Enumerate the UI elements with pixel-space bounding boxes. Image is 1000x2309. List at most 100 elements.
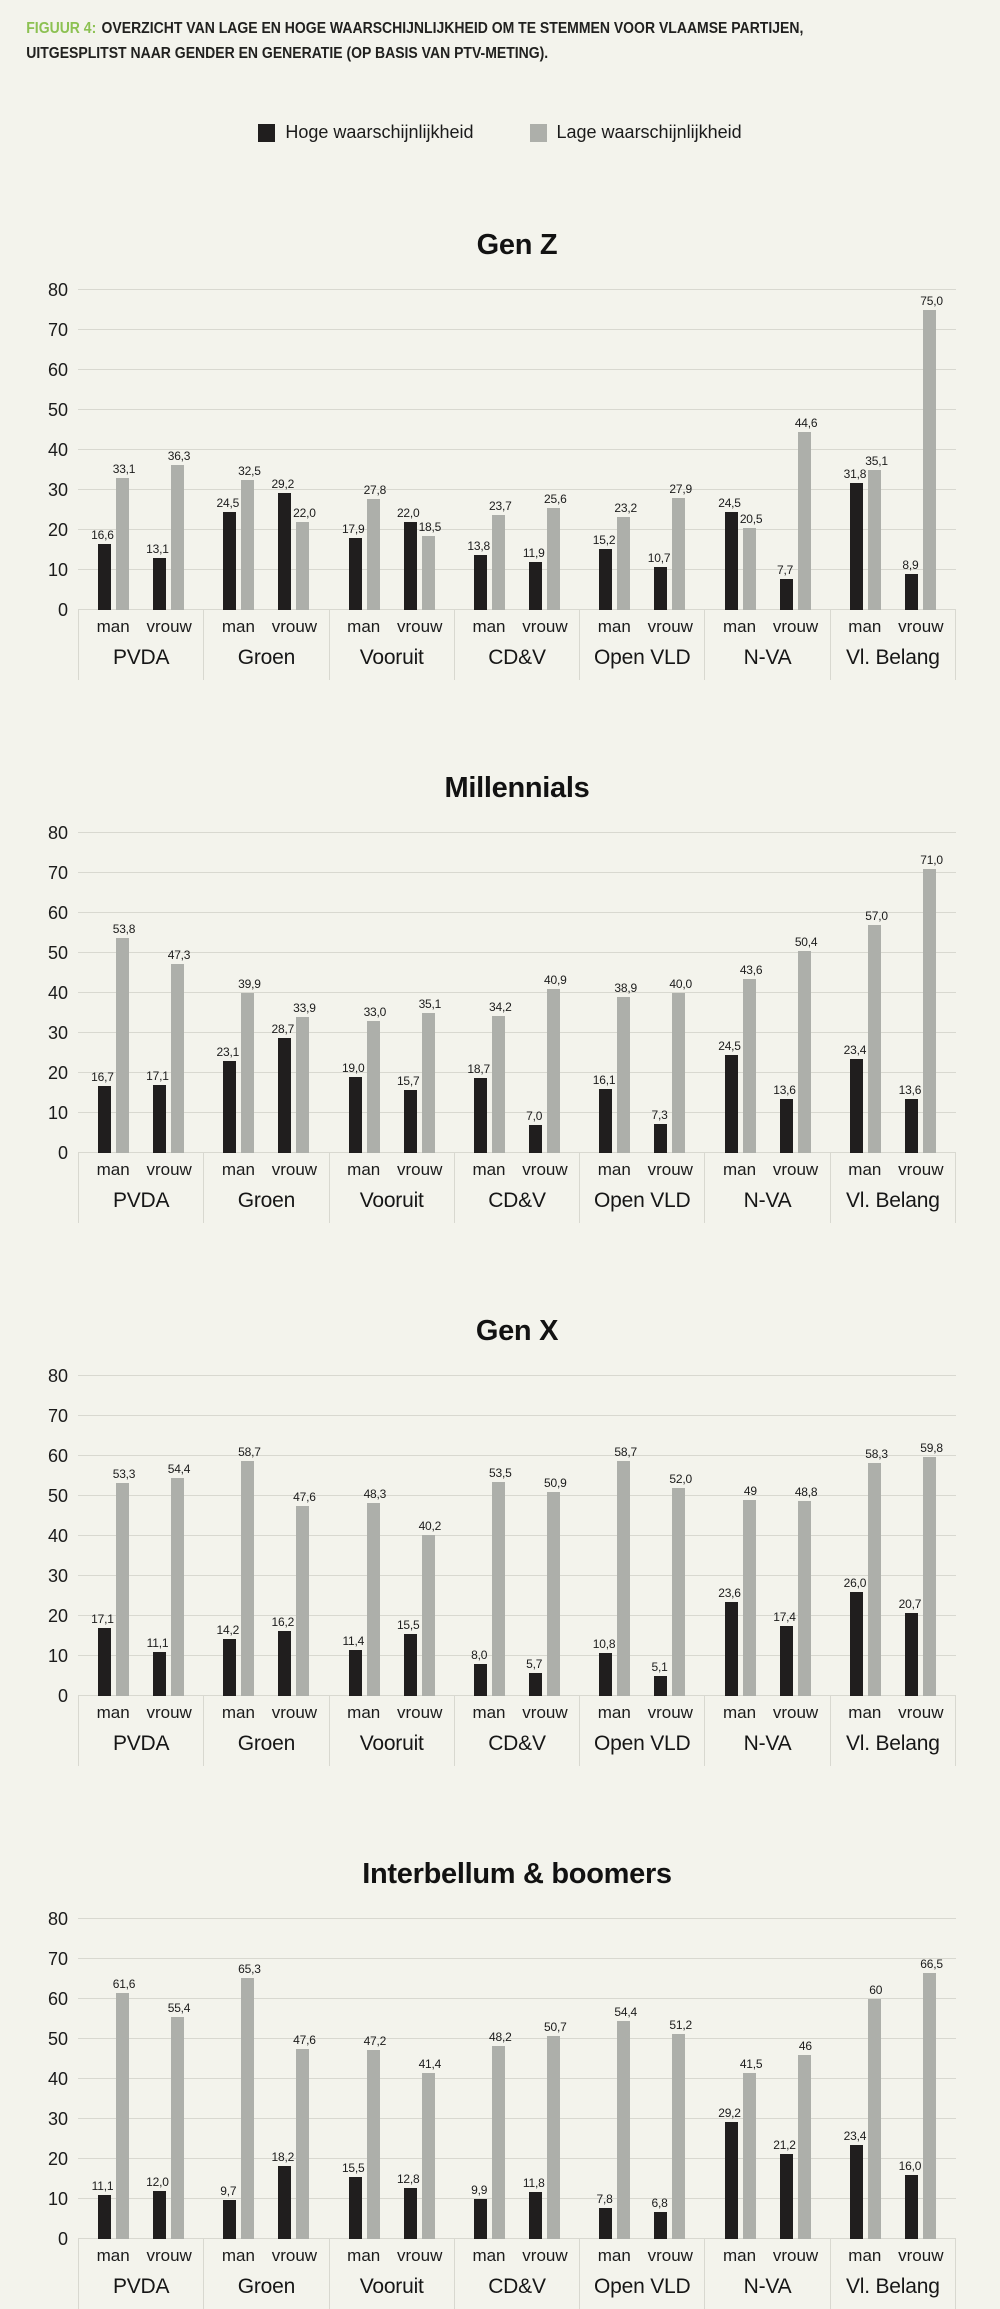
gender-label-vrouw: vrouw	[647, 1160, 693, 1179]
value-label: 16,2	[271, 1615, 295, 1630]
lage-bar-n-va-man: 41,5	[740, 2057, 763, 2239]
bar-pair-vl-belang-vrouw: 16,0 66,5	[899, 1957, 943, 2239]
hoge-bar-vl-belang-man: 23,4	[844, 2129, 866, 2239]
lage-bar-cd-v-man: 48,2	[489, 2030, 512, 2239]
party-label-vl-belang: Vl. Belang	[845, 2275, 940, 2298]
y-tick-label: 30	[47, 2109, 68, 2129]
bar-pair-groen-vrouw: 18,2 47,6	[272, 2033, 316, 2239]
gender-label-man: man	[96, 1703, 130, 1722]
y-tick-label: 40	[47, 2069, 68, 2089]
bar-pair-pvda-vrouw: 11,1 54,4	[147, 1462, 190, 1696]
value-label: 17,9	[341, 522, 365, 537]
lage-bar-groen-vrouw: 47,6	[293, 2033, 316, 2239]
legend-item-hoge: Hoge waarschijnlijkheid	[258, 122, 474, 143]
value-label: 50,7	[543, 2020, 567, 2035]
party-label-open-vld: Open VLD	[594, 2275, 691, 2298]
caption-line-2: UITGESPLITST NAAR GENDER EN GENERATIE (O…	[26, 41, 875, 66]
x-axis-labels: man vrouw PVDA man vrouw Groen man vrouw Vooruit…	[78, 610, 956, 680]
gender-label-man: man	[597, 1703, 631, 1722]
gender-label-man: man	[848, 1703, 882, 1722]
hoge-bar-pvda-man: 11,1	[92, 2179, 114, 2239]
hoge-bar-vl-belang-man: 23,4	[844, 1043, 866, 1153]
gridline	[78, 2078, 956, 2079]
bar-pair-vooruit-man: 19,0 33,0	[342, 1005, 386, 1153]
lage-bar-open-vld-vrouw: 52,0	[669, 1472, 692, 1696]
value-label: 33,1	[112, 461, 136, 476]
gender-label-man: man	[848, 2246, 882, 2265]
gender-label-man: man	[221, 2246, 255, 2265]
gender-label-vrouw: vrouw	[772, 2246, 819, 2265]
hoge-bar-n-va-vrouw: 7,7	[777, 563, 793, 610]
gridline	[78, 569, 956, 570]
gender-row: man vrouw	[204, 2246, 328, 2266]
bar-pair-pvda-vrouw: 17,1 47,3	[146, 948, 190, 1153]
value-label: 9,7	[220, 2184, 237, 2199]
bar-pair-groen-vrouw: 16,2 47,6	[272, 1490, 316, 1696]
x-cell-cd-v: man vrouw CD&V	[453, 610, 579, 680]
value-label: 65,3	[238, 1961, 261, 1976]
hoge-bar-vooruit-man: 19,0	[342, 1061, 365, 1153]
gender-label-vrouw: vrouw	[898, 2246, 944, 2265]
lage-bar-cd-v-vrouw: 25,6	[544, 492, 567, 610]
party-label-vooruit: Vooruit	[359, 646, 424, 669]
party-group-n-va: 24,5 43,6 13,6 50,4	[705, 833, 830, 1153]
x-cell-cd-v: man vrouw CD&V	[453, 1153, 579, 1223]
value-label: 5,1	[651, 1659, 668, 1674]
bar-pair-cd-v-vrouw: 11,9 25,6	[523, 492, 567, 610]
value-label: 60	[869, 1983, 883, 1997]
hoge-bar-cd-v-vrouw: 5,7	[526, 1657, 542, 1696]
gender-label-man: man	[597, 617, 631, 636]
bar-pair-pvda-man: 16,7 53,8	[91, 922, 135, 1153]
value-label: 11,8	[522, 2175, 545, 2190]
gridline	[78, 369, 956, 370]
gridline	[78, 529, 956, 530]
y-tick-label: 70	[47, 863, 68, 883]
value-label: 20,7	[898, 1597, 922, 1612]
x-cell-open-vld: man vrouw Open VLD	[579, 1696, 704, 1766]
party-label-pvda: PVDA	[112, 1189, 170, 1212]
hoge-bar-groen-vrouw: 18,2	[272, 2150, 294, 2239]
lage-bar-pvda-vrouw: 54,4	[168, 1462, 190, 1696]
value-label: 53,8	[112, 921, 136, 936]
y-tick-label: 70	[47, 1949, 68, 1969]
y-tick-label: 60	[47, 903, 68, 923]
gender-label-vrouw: vrouw	[146, 617, 192, 636]
hoge-bar-vooruit-vrouw: 22,0	[397, 506, 420, 610]
lage-bar-cd-v-man: 34,2	[489, 1000, 512, 1153]
hoge-bar-open-vld-vrouw: 6,8	[652, 2196, 668, 2239]
hoge-bar-vooruit-vrouw: 15,5	[397, 1618, 420, 1696]
gender-label-man: man	[597, 1160, 631, 1179]
value-label: 15,5	[396, 1618, 420, 1632]
hoge-bar-open-vld-vrouw: 5,1	[652, 1660, 668, 1696]
value-label: 33,9	[293, 1001, 316, 1016]
x-cell-cd-v: man vrouw CD&V	[453, 1696, 579, 1766]
bar-pair-n-va-vrouw: 7,7 44,6	[777, 416, 818, 610]
gender-label-vrouw: vrouw	[271, 1160, 318, 1179]
party-group-open-vld: 15,2 23,2 10,7 27,9	[580, 290, 705, 610]
figure-number: FIGUUR 4:	[26, 20, 97, 37]
y-tick-label: 40	[47, 440, 68, 460]
bar-pair-vooruit-vrouw: 12,8 41,4	[397, 2057, 441, 2239]
value-label: 47,6	[293, 1489, 316, 1504]
value-label: 40,9	[543, 973, 567, 988]
party-label-pvda: PVDA	[112, 646, 170, 669]
value-label: 14,2	[216, 1623, 240, 1638]
value-label: 23,4	[843, 2129, 867, 2144]
party-group-vooruit: 19,0 33,0 15,7 35,1	[329, 833, 454, 1153]
lage-bar-pvda-vrouw: 36,3	[168, 449, 190, 610]
hoge-bar-cd-v-man: 9,9	[471, 2183, 487, 2239]
value-label: 35,1	[865, 453, 888, 468]
lage-bar-n-va-vrouw: 46	[797, 2039, 812, 2239]
bar-pair-n-va-man: 24,5 43,6	[718, 963, 763, 1153]
gender-row: man vrouw	[330, 1703, 454, 1723]
bar-pair-cd-v-man: 9,9 48,2	[471, 2030, 512, 2239]
y-tick-label: 80	[47, 280, 68, 300]
gender-label-man: man	[472, 1160, 506, 1179]
party-group-n-va: 23,6 49 17,4 48,8	[705, 1376, 830, 1696]
bar-pair-open-vld-vrouw: 10,7 27,9	[648, 482, 692, 610]
value-label: 20,5	[739, 512, 763, 526]
value-label: 47,6	[293, 2032, 316, 2047]
value-label: 18,5	[418, 520, 442, 534]
party-label-groen: Groen	[237, 646, 296, 669]
value-label: 53,5	[488, 1466, 512, 1480]
